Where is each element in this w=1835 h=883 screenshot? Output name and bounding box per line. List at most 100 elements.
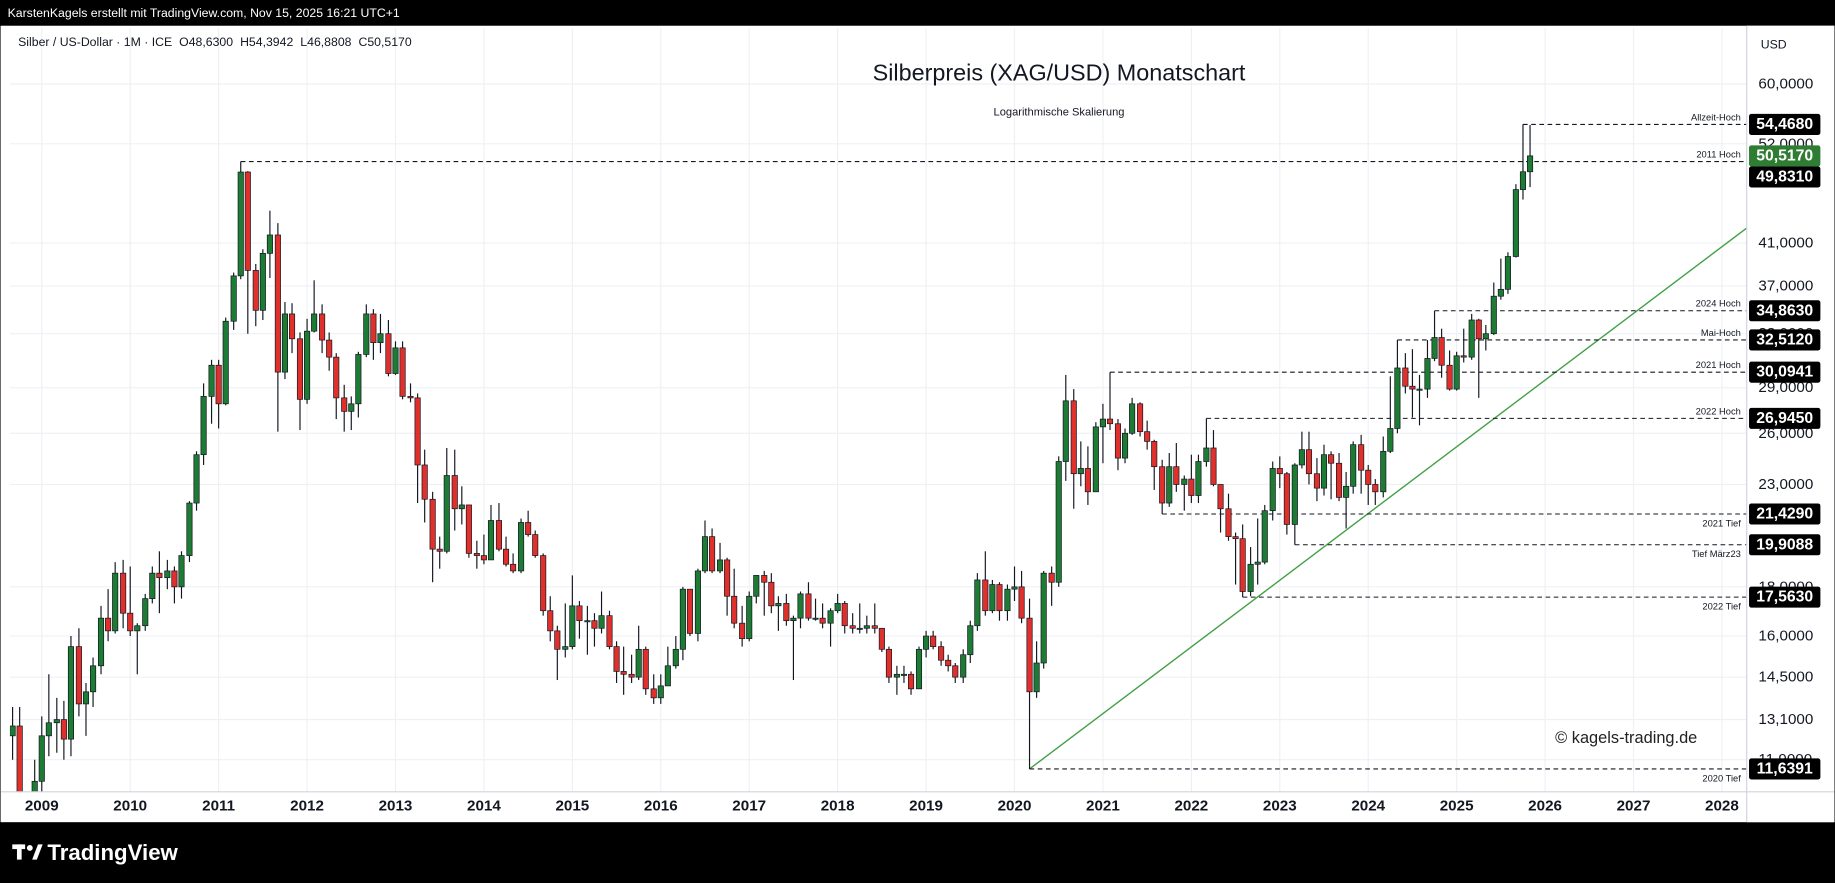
candle-body [105,617,112,632]
candle-body [1269,468,1276,512]
candle-body [1092,426,1099,493]
candle-body [746,595,753,640]
header-caption: KarstenKagels erstellt mit TradingView.c… [8,6,400,20]
candle-body [863,625,870,629]
price-badge-label: 11,6391 [1757,760,1813,777]
candle-body [142,598,149,627]
candle-body [709,536,716,572]
candle-body [1409,385,1416,390]
candle-body [252,270,259,311]
candle-body [650,688,657,699]
candle-body [31,780,38,792]
candle-body [1166,466,1173,504]
candle-body [341,397,348,412]
candle-body [120,572,127,614]
candle-body [1320,454,1328,489]
candle-body [1298,449,1305,466]
candle-body [628,673,635,678]
y-tick-label: 60,0000 [1758,76,1813,93]
price-badge [1749,361,1821,383]
candle-body [16,725,23,792]
candle-body [812,617,819,620]
candle-body [97,617,105,667]
x-tick-label: 2011 [202,797,236,814]
candle-body [753,575,760,597]
candle-body [797,593,804,619]
candle-body [805,593,812,619]
candles [9,124,1534,792]
candle-body [1519,171,1527,190]
candle-body [215,364,222,405]
level-label: Mai-Hoch [1701,328,1741,338]
ohlc-low: L46,8808 [300,35,351,49]
x-tick-label: 2023 [1263,797,1297,814]
candle-body [739,622,746,640]
candle-body [1084,468,1091,493]
candle-body [1343,485,1350,498]
level-label: 2021 Hoch [1696,360,1741,370]
candle-body [465,504,472,554]
candle-body [1239,538,1246,592]
candle-body [679,588,686,650]
candle-body [38,735,45,782]
level-label: 2022 Tief [1702,601,1741,611]
price-badge [1749,758,1821,780]
candle-body [635,648,642,678]
ohlc-open: O48,6300 [179,35,233,49]
price-badge [1749,329,1821,351]
chart-title: Silberpreis (XAG/USD) Monatschart [873,60,1246,86]
candle-body [591,620,598,629]
candle-body [429,498,436,550]
candle-body [259,253,266,311]
candle-body [222,320,229,405]
price-badge-label: 54,4680 [1756,116,1813,133]
x-tick-label: 2012 [290,797,324,814]
candle-body [414,397,421,466]
candle-body [613,646,620,672]
candle-body [768,581,775,607]
candle-body [598,615,605,629]
candle-body [1446,364,1453,390]
candle-body [783,603,790,622]
candle-body [554,630,561,650]
candle-body [443,475,450,552]
candle-body [525,522,532,535]
candle-body [60,719,67,740]
candle-body [392,347,399,374]
candle-body [900,673,908,676]
y-tick-label: 14,5000 [1758,669,1813,686]
candle-body [849,625,856,629]
candle-body [67,646,74,740]
symbol-readout: Silber / US-Dollar · 1M · ICE O48,6300 H54… [18,35,412,49]
candle-body [878,627,885,650]
candle-body [1159,466,1166,504]
candle-body [473,553,480,556]
price-badge [1749,586,1821,608]
candle-body [938,646,945,661]
candle-body [127,612,134,632]
candle-body [907,673,915,690]
candle-body [657,685,664,699]
x-tick-label: 2021 [1086,797,1120,814]
chart-subtitle: Logarithmische Skalierung [994,106,1125,118]
level-label: Tief März23 [1692,549,1741,559]
price-badge-label: 21,4290 [1756,506,1813,523]
ohlc-close: C50,5170 [358,35,411,49]
candle-body [1181,478,1188,485]
candle-body [1527,155,1534,173]
candle-body [1424,358,1431,390]
candle-body [1512,189,1519,257]
price-badge [1749,113,1821,135]
candle-body [686,588,694,634]
candle-body [480,555,487,561]
watermark: © kagels-trading.de [1555,729,1697,747]
candle-body [540,555,547,612]
x-tick-label: 2025 [1440,797,1474,814]
y-tick-label: 23,0000 [1758,476,1813,493]
brand-logo [12,844,43,860]
candle-body [1261,510,1268,563]
candle-body [1475,319,1482,340]
logo-stem [16,844,22,860]
candle-body [576,605,583,622]
candle-body [1055,461,1062,583]
